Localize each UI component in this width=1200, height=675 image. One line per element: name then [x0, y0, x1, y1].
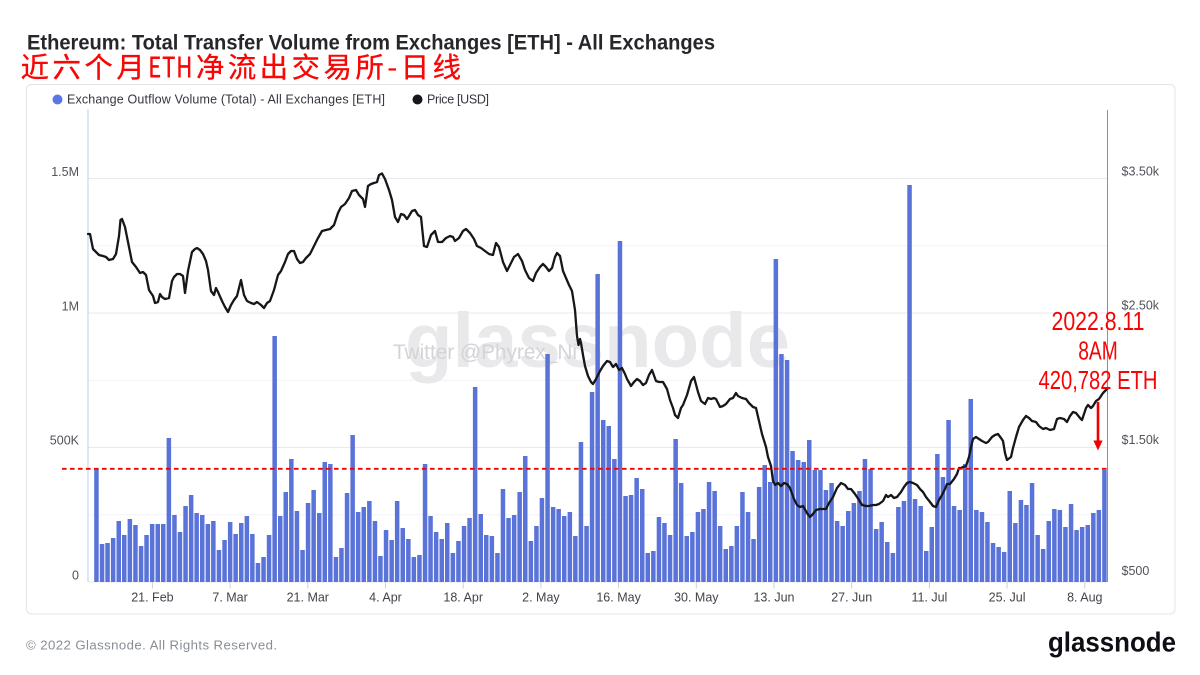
svg-text:4. Apr: 4. Apr — [369, 591, 402, 605]
svg-text:$500: $500 — [1122, 564, 1150, 578]
svg-text:16. May: 16. May — [596, 591, 641, 605]
svg-text:8AM: 8AM — [1078, 338, 1118, 366]
svg-text:25. Jul: 25. Jul — [989, 591, 1026, 605]
svg-text:11. Jul: 11. Jul — [911, 591, 947, 605]
svg-text:420,782 ETH: 420,782 ETH — [1039, 367, 1158, 395]
svg-text:21. Mar: 21. Mar — [287, 591, 329, 605]
svg-text:18. Apr: 18. Apr — [443, 591, 483, 605]
svg-text:$3.50k: $3.50k — [1122, 164, 1160, 178]
svg-text:1.5M: 1.5M — [51, 165, 79, 179]
svg-text:13. Jun: 13. Jun — [753, 591, 794, 605]
svg-text:1M: 1M — [62, 299, 79, 313]
svg-text:2. May: 2. May — [522, 591, 560, 605]
svg-text:2022.8.11: 2022.8.11 — [1052, 308, 1145, 336]
svg-text:8. Aug: 8. Aug — [1067, 591, 1102, 605]
svg-text:glassnode: glassnode — [1048, 627, 1176, 658]
svg-text:Price [USD]: Price [USD] — [427, 93, 489, 107]
svg-text:$2.50k: $2.50k — [1122, 298, 1160, 312]
svg-text:Exchange Outflow Volume (Total: Exchange Outflow Volume (Total) - All Ex… — [67, 93, 385, 107]
svg-text:7. Mar: 7. Mar — [212, 591, 247, 605]
svg-text:21. Feb: 21. Feb — [131, 591, 173, 605]
svg-text:© 2022 Glassnode. All Rights R: © 2022 Glassnode. All Rights Reserved. — [26, 638, 277, 653]
svg-text:27. Jun: 27. Jun — [831, 591, 872, 605]
svg-text:0: 0 — [72, 568, 79, 582]
svg-text:30. May: 30. May — [674, 591, 719, 605]
svg-text:$1.50k: $1.50k — [1122, 433, 1160, 447]
svg-text:Ethereum: Total Transfer Volum: Ethereum: Total Transfer Volume from Exc… — [27, 32, 715, 55]
svg-text:500K: 500K — [50, 434, 80, 448]
